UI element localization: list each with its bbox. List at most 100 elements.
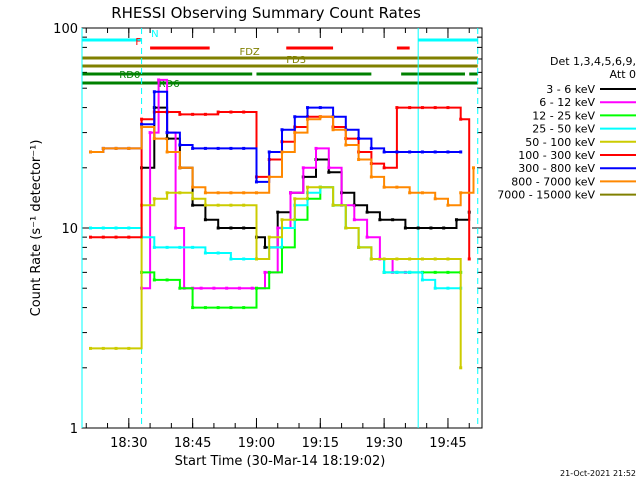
data-point: [152, 245, 156, 249]
data-point: [446, 286, 450, 290]
data-point: [152, 137, 156, 141]
data-point: [114, 346, 118, 350]
data-point: [395, 150, 399, 154]
data-point: [203, 112, 207, 116]
data-point: [369, 146, 373, 150]
data-point: [395, 270, 399, 274]
x-tick-label: 19:30: [365, 436, 402, 451]
data-point: [229, 191, 233, 195]
data-point: [446, 270, 450, 274]
data-point: [365, 210, 369, 214]
data-point: [114, 146, 118, 150]
data-point: [152, 278, 156, 282]
data-point: [101, 235, 105, 239]
data-point: [114, 235, 118, 239]
data-point: [276, 226, 280, 230]
data-point: [216, 251, 220, 255]
data-point: [395, 106, 399, 110]
flag-label-fd3: FD3: [286, 55, 306, 66]
legend-label-4: 50 - 100 keV: [525, 136, 595, 149]
legend-label-2: 12 - 25 keV: [532, 109, 595, 122]
data-point: [382, 257, 386, 261]
data-point: [165, 245, 169, 249]
data-point: [433, 150, 437, 154]
data-point: [152, 90, 156, 94]
data-point: [433, 257, 437, 261]
data-point: [420, 150, 424, 154]
data-point: [89, 235, 93, 239]
series-line-4: [90, 186, 462, 368]
data-point: [446, 257, 450, 261]
data-point: [191, 185, 195, 189]
data-point: [191, 245, 195, 249]
data-point: [433, 106, 437, 110]
data-point: [395, 257, 399, 261]
data-point: [314, 146, 318, 150]
data-point: [369, 175, 373, 179]
data-point: [293, 115, 297, 119]
x-axis-label: Start Time (30-Mar-14 18:19:02): [175, 454, 386, 469]
data-point: [276, 210, 280, 214]
data-point: [225, 286, 229, 290]
y-tick-label: 1: [70, 422, 78, 437]
data-point: [408, 150, 412, 154]
data-point: [254, 257, 258, 261]
data-point: [280, 128, 284, 132]
data-point: [250, 286, 254, 290]
data-point: [203, 191, 207, 195]
data-point: [331, 203, 335, 207]
data-point: [306, 117, 310, 121]
data-point: [216, 226, 220, 230]
data-point: [391, 218, 395, 222]
flag-label-fdz: FDZ: [239, 47, 259, 58]
data-point: [178, 143, 182, 147]
data-point: [127, 346, 131, 350]
x-tick-label: 18:30: [110, 436, 147, 451]
data-point: [203, 306, 207, 310]
data-point: [140, 122, 144, 126]
data-point: [229, 257, 233, 261]
x-tick-label: 19:15: [302, 436, 339, 451]
flag-label-f: F: [135, 37, 141, 48]
data-point: [459, 191, 463, 195]
data-point: [212, 286, 216, 290]
legend-title-line-1: Det 1,3,4,5,6,9,: [550, 55, 636, 68]
series-line-6: [90, 90, 461, 183]
data-point: [191, 197, 195, 201]
data-point: [216, 191, 220, 195]
data-point: [165, 131, 169, 135]
data-point: [454, 218, 458, 222]
data-point: [127, 235, 131, 239]
data-point: [267, 270, 271, 274]
data-point: [203, 146, 207, 150]
data-point: [433, 197, 437, 201]
data-point: [191, 203, 195, 207]
data-point: [165, 278, 169, 282]
data-point: [459, 117, 463, 121]
flag-label-n: N: [151, 29, 158, 40]
data-point: [237, 286, 241, 290]
data-point: [254, 180, 258, 184]
flag-label-rd6: RD6: [159, 79, 180, 90]
data-point: [357, 245, 361, 249]
data-point: [306, 185, 310, 189]
data-point: [127, 226, 131, 230]
data-point: [416, 226, 420, 230]
data-point: [459, 150, 463, 154]
data-point: [365, 235, 369, 239]
data-point: [420, 257, 424, 261]
flag-label-rd0: RD0: [119, 70, 140, 81]
data-point: [89, 150, 93, 154]
data-point: [191, 306, 195, 310]
data-point: [442, 226, 446, 230]
data-point: [178, 112, 182, 116]
data-point: [242, 257, 246, 261]
data-point: [165, 150, 169, 154]
data-point: [433, 270, 437, 274]
data-point: [203, 218, 207, 222]
data-point: [254, 191, 258, 195]
data-point: [378, 218, 382, 222]
data-point: [344, 226, 348, 230]
